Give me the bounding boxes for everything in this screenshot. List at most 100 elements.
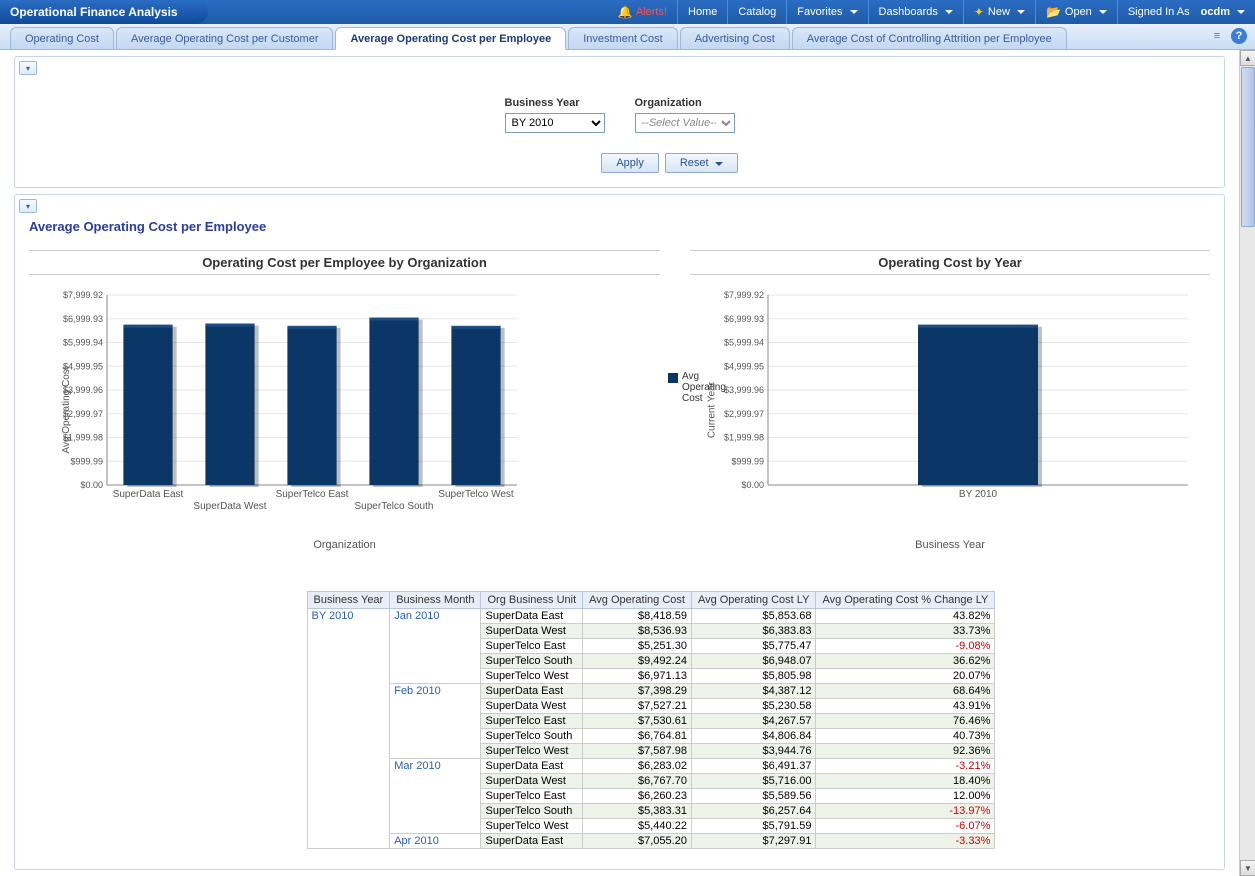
value-cell: 43.91% xyxy=(816,699,995,714)
value-cell: $5,440.22 xyxy=(583,819,692,834)
org-unit-cell: SuperTelco West xyxy=(481,819,583,834)
svg-text:$0.00: $0.00 xyxy=(741,480,764,490)
folder-icon: 📂 xyxy=(1046,0,1061,24)
svg-text:$7,999.92: $7,999.92 xyxy=(63,290,103,300)
svg-text:$2,999.97: $2,999.97 xyxy=(724,409,764,419)
filters-panel: ▾ Business Year BY 2010 Organization --S… xyxy=(14,56,1225,188)
business-month-cell[interactable]: Jan 2010 xyxy=(390,609,481,684)
nav-catalog[interactable]: Catalog xyxy=(727,0,786,24)
value-cell: $5,775.47 xyxy=(691,639,816,654)
nav-open[interactable]: 📂Open xyxy=(1035,0,1117,24)
table-header: Avg Operating Cost % Change LY xyxy=(816,592,995,609)
tab-average-operating-cost-per-customer[interactable]: Average Operating Cost per Customer xyxy=(116,27,334,49)
star-icon: ✦ xyxy=(974,0,984,24)
value-cell: $9,492.24 xyxy=(583,654,692,669)
scroll-up-arrow[interactable]: ▲ xyxy=(1240,50,1255,66)
tab-advertising-cost[interactable]: Advertising Cost xyxy=(680,27,790,49)
value-cell: $5,716.00 xyxy=(691,774,816,789)
value-cell: $7,398.29 xyxy=(583,684,692,699)
table-header: Avg Operating Cost xyxy=(583,592,692,609)
chevron-down-icon xyxy=(1237,10,1245,14)
y-axis-label: Current Year xyxy=(707,382,718,438)
tab-operating-cost[interactable]: Operating Cost xyxy=(10,27,114,49)
y-axis-label: Avg Operating Cost xyxy=(61,366,72,453)
organization-select[interactable]: --Select Value-- xyxy=(635,113,735,133)
business-month-cell[interactable]: Feb 2010 xyxy=(390,684,481,759)
svg-text:SuperTelco East: SuperTelco East xyxy=(276,489,349,500)
table-row: Apr 2010SuperData East$7,055.20$7,297.91… xyxy=(307,834,995,849)
value-cell: $6,283.02 xyxy=(583,759,692,774)
value-cell: 43.82% xyxy=(816,609,995,624)
value-cell: $7,530.61 xyxy=(583,714,692,729)
signed-in-as[interactable]: Signed In As ocdm xyxy=(1117,0,1255,24)
value-cell: $5,383.31 xyxy=(583,804,692,819)
value-cell: $5,589.56 xyxy=(691,789,816,804)
tab-investment-cost[interactable]: Investment Cost xyxy=(568,27,677,49)
org-unit-cell: SuperData East xyxy=(481,684,583,699)
value-cell: 18.40% xyxy=(816,774,995,789)
svg-text:$1,999.98: $1,999.98 xyxy=(724,433,764,443)
tab-average-operating-cost-per-employee[interactable]: Average Operating Cost per Employee xyxy=(335,27,566,50)
business-year-select[interactable]: BY 2010 xyxy=(505,113,605,133)
svg-text:$7,999.92: $7,999.92 xyxy=(724,290,764,300)
value-cell: 92.36% xyxy=(816,744,995,759)
report-panel: ▾ Average Operating Cost per Employee Op… xyxy=(14,194,1225,870)
svg-text:$5,999.94: $5,999.94 xyxy=(63,338,103,348)
value-cell: 33.73% xyxy=(816,624,995,639)
svg-text:BY 2010: BY 2010 xyxy=(959,489,998,500)
apply-button[interactable]: Apply xyxy=(601,153,659,173)
value-cell: $5,805.98 xyxy=(691,669,816,684)
svg-text:SuperTelco South: SuperTelco South xyxy=(355,501,434,512)
nav-new[interactable]: ✦New xyxy=(963,0,1035,24)
x-axis-label: Organization xyxy=(29,539,660,551)
content-area: ▾ Business Year BY 2010 Organization --S… xyxy=(0,50,1239,876)
value-cell: -6.07% xyxy=(816,819,995,834)
org-unit-cell: SuperTelco South xyxy=(481,654,583,669)
value-cell: -9.08% xyxy=(816,639,995,654)
value-cell: $6,764.81 xyxy=(583,729,692,744)
svg-text:$4,999.95: $4,999.95 xyxy=(724,361,764,371)
chart-by-organization: Operating Cost per Employee by Organizat… xyxy=(29,250,660,551)
value-cell: $4,806.84 xyxy=(691,729,816,744)
svg-text:$999.99: $999.99 xyxy=(731,456,764,466)
vertical-scrollbar[interactable]: ▲ ▼ xyxy=(1239,50,1255,876)
org-unit-cell: SuperTelco South xyxy=(481,804,583,819)
page-options-icon[interactable]: ≡ xyxy=(1209,28,1225,44)
tab-average-cost-of-controlling-attrition-per-employee[interactable]: Average Cost of Controlling Attrition pe… xyxy=(792,27,1067,49)
value-cell: $6,260.23 xyxy=(583,789,692,804)
business-year-cell[interactable]: BY 2010 xyxy=(307,609,390,849)
chevron-down-icon xyxy=(1099,10,1107,14)
svg-text:$0.00: $0.00 xyxy=(80,480,103,490)
value-cell: -13.97% xyxy=(816,804,995,819)
app-title: Operational Finance Analysis xyxy=(0,0,208,24)
scroll-thumb[interactable] xyxy=(1241,67,1255,227)
nav-home[interactable]: Home xyxy=(677,0,727,24)
value-cell: $5,791.59 xyxy=(691,819,816,834)
chevron-down-icon xyxy=(715,162,723,166)
x-axis-label: Business Year xyxy=(690,539,1210,551)
svg-text:$6,999.93: $6,999.93 xyxy=(63,314,103,324)
org-unit-cell: SuperTelco East xyxy=(481,639,583,654)
alerts-indicator[interactable]: 🔔 Alerts! xyxy=(608,5,677,19)
reset-button[interactable]: Reset xyxy=(665,153,738,173)
business-month-cell[interactable]: Apr 2010 xyxy=(390,834,481,849)
value-cell: $6,971.13 xyxy=(583,669,692,684)
collapse-toggle[interactable]: ▾ xyxy=(19,61,37,75)
business-month-cell[interactable]: Mar 2010 xyxy=(390,759,481,834)
value-cell: 40.73% xyxy=(816,729,995,744)
chart-canvas: $0.00$999.99$1,999.98$2,999.97$3,999.96$… xyxy=(29,285,589,535)
svg-text:$5,999.94: $5,999.94 xyxy=(724,338,764,348)
legend-swatch xyxy=(668,373,678,383)
bell-icon: 🔔 xyxy=(618,5,633,19)
value-cell: $7,055.20 xyxy=(583,834,692,849)
org-unit-cell: SuperTelco South xyxy=(481,729,583,744)
nav-favorites[interactable]: Favorites xyxy=(786,0,867,24)
collapse-toggle[interactable]: ▾ xyxy=(19,199,37,213)
svg-text:SuperData West: SuperData West xyxy=(193,501,266,512)
report-title: Average Operating Cost per Employee xyxy=(29,219,1210,234)
org-unit-cell: SuperData West xyxy=(481,774,583,789)
org-unit-cell: SuperData West xyxy=(481,699,583,714)
nav-dashboards[interactable]: Dashboards xyxy=(868,0,963,24)
help-icon[interactable]: ? xyxy=(1231,28,1247,44)
scroll-down-arrow[interactable]: ▼ xyxy=(1240,860,1255,876)
